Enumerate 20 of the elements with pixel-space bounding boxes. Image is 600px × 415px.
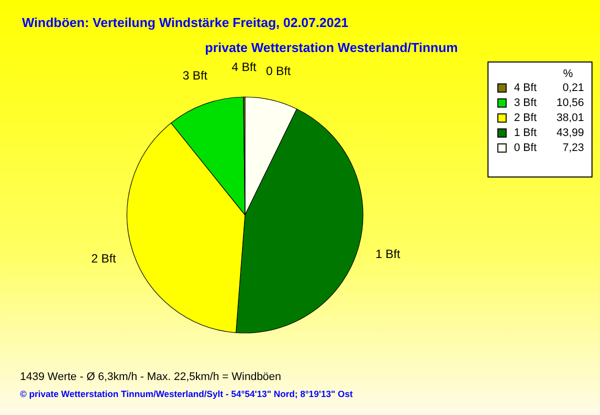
legend-label: 4 Bft: [514, 82, 537, 94]
data-label: 7,23: [562, 142, 584, 154]
slice-label: 3 Bft: [182, 68, 208, 83]
legend-label: 0 Bft: [514, 142, 537, 154]
data-label: 0,21: [562, 82, 584, 94]
legend-label: 1 Bft: [514, 127, 537, 139]
text: 1439 Werte - Ø 6,3km/h - Max. 22,5km/h = Windböen: [20, 371, 282, 383]
text: © private Wetterstation Tinnum/Westerland/Sylt - 54°54'13" Nord; 8°19'13" Ost: [20, 389, 353, 399]
slice-label: 4 Bft: [232, 60, 258, 74]
legend-title: %: [563, 68, 574, 80]
legend-label: 2 Bft: [514, 112, 537, 124]
data-label: 38,01: [556, 112, 584, 124]
data-label: 10,56: [556, 97, 584, 109]
slice-label: 0 Bft: [266, 64, 292, 78]
legend-label: 3 Bft: [514, 97, 537, 109]
slice-label: 1 Bft: [375, 246, 401, 261]
data-label: 43,99: [556, 127, 584, 139]
chart-subtitle: private Wetterstation Westerland/Tinnum: [205, 40, 458, 55]
chart-title: Windböen: Verteilung Windstärke Freitag, 02.07.2021: [22, 15, 348, 30]
slice-label: 2 Bft: [91, 252, 117, 266]
